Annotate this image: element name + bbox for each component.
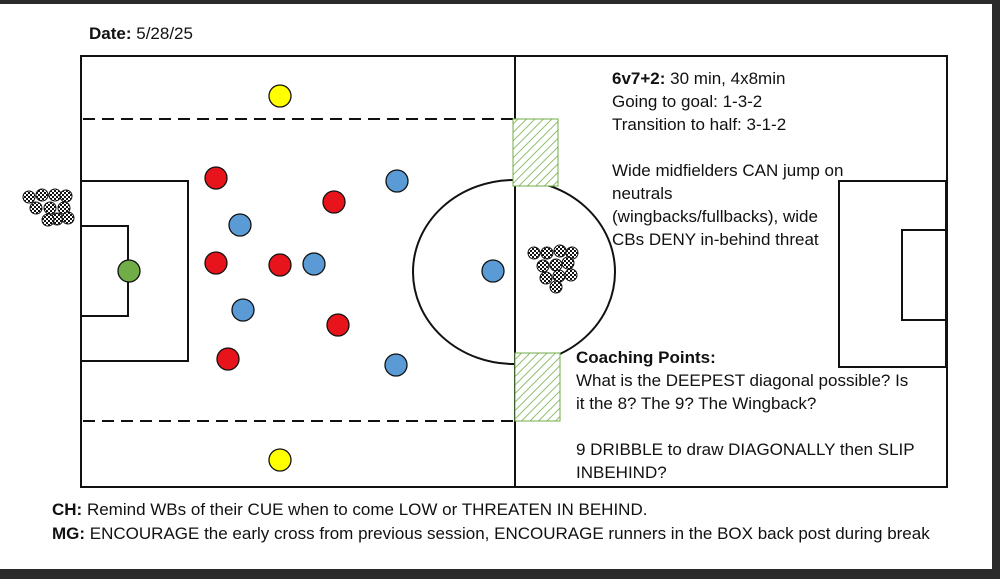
blue-player xyxy=(384,353,408,377)
session-title-detail: 30 min, 4x8min xyxy=(670,69,786,88)
session-date: Date: 5/28/25 xyxy=(89,24,193,44)
window-top-border xyxy=(0,0,1000,4)
blue-player xyxy=(231,298,255,322)
note-label: MG: xyxy=(52,524,86,543)
note-text: ENCOURAGE the early cross from previous … xyxy=(89,524,930,543)
date-label: Date: xyxy=(89,24,132,43)
coaching-title: Coaching Points: xyxy=(576,348,716,367)
session-line xyxy=(612,136,843,159)
note-text: Remind WBs of their CUE when to come LOW… xyxy=(86,500,648,519)
session-line: neutrals xyxy=(612,184,673,203)
session-setup-notes: 6v7+2: 30 min, 4x8min Going to goal: 1-3… xyxy=(612,67,843,251)
blue-player xyxy=(385,169,409,193)
right-penalty-box xyxy=(838,180,947,368)
session-title-line: 6v7+2: 30 min, 4x8min xyxy=(612,67,843,90)
coaching-line: 9 DRIBBLE to draw DIAGONALLY then SLIP xyxy=(576,440,915,459)
coaching-line: What is the DEEPEST diagonal possible? I… xyxy=(576,371,909,390)
neutral-players xyxy=(268,84,292,472)
window-right-border xyxy=(992,0,1000,579)
blue-player xyxy=(481,259,505,283)
session-line: (wingbacks/fullbacks), wide xyxy=(612,207,818,226)
goalkeeper xyxy=(117,259,141,283)
soccer-ball-pile-icon xyxy=(22,188,75,227)
note-label: CH: xyxy=(52,500,83,519)
red-player xyxy=(268,253,292,277)
blue-player xyxy=(302,252,326,276)
coaching-line: it the 8? The 9? The Wingback? xyxy=(576,394,817,413)
session-line: Wide midfielders CAN jump on xyxy=(612,161,844,180)
upper-hatched-zone xyxy=(512,118,559,187)
coach-note-mg: MG: ENCOURAGE the early cross from previ… xyxy=(52,524,930,544)
coaching-line xyxy=(576,415,915,438)
date-value: 5/28/25 xyxy=(136,24,193,43)
neutral-player xyxy=(268,84,292,108)
session-line: Going to goal: 1-3-2 xyxy=(612,92,763,111)
red-player xyxy=(204,166,228,190)
red-player xyxy=(216,347,240,371)
session-line: Transition to half: 3-1-2 xyxy=(612,115,787,134)
red-player xyxy=(326,313,350,337)
red-team xyxy=(204,166,350,371)
window-bottom-border xyxy=(0,569,1000,579)
neutral-player xyxy=(268,448,292,472)
session-line: CBs DENY in-behind threat xyxy=(612,230,819,249)
blue-player xyxy=(228,213,252,237)
coaching-points: Coaching Points: What is the DEEPEST dia… xyxy=(576,346,915,484)
red-player xyxy=(204,251,228,275)
soccer-ball-pile-icon xyxy=(527,244,579,294)
lower-hatched-zone xyxy=(514,352,561,422)
blue-team xyxy=(228,169,505,377)
right-goal-box xyxy=(901,229,947,321)
coach-note-ch: CH: Remind WBs of their CUE when to come… xyxy=(52,500,647,520)
red-player xyxy=(322,190,346,214)
session-title: 6v7+2: xyxy=(612,69,666,88)
coaching-line: INBEHIND? xyxy=(576,463,667,482)
